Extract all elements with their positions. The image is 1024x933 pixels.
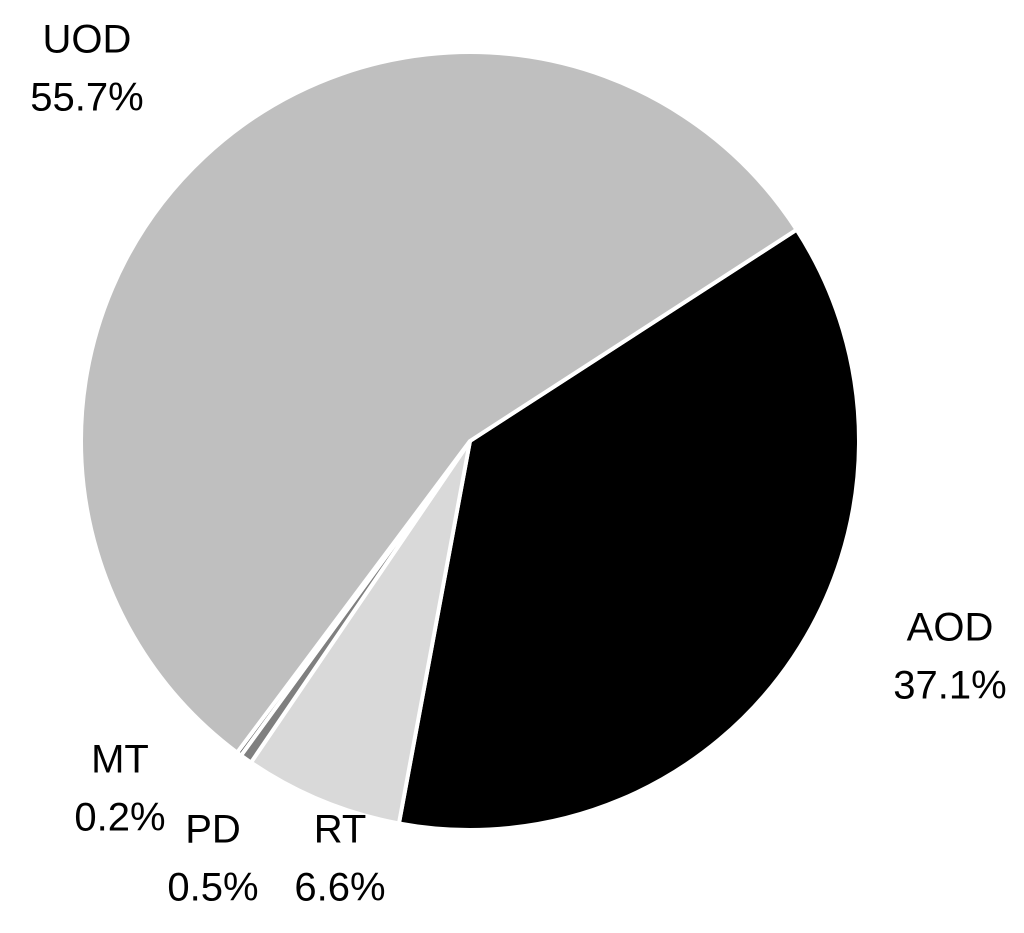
slice-value-label: 6.6% — [294, 866, 385, 910]
slice-value-label: 0.2% — [74, 796, 165, 840]
pie-slice — [79, 50, 799, 755]
pie-slice — [248, 439, 472, 826]
slice-label: RT — [314, 808, 367, 852]
slice-value-label: 0.5% — [167, 866, 258, 910]
slice-label: MT — [91, 738, 149, 782]
slice-label: PD — [185, 808, 241, 852]
slice-value-label: 37.1% — [893, 664, 1006, 708]
pie-slice — [396, 227, 861, 832]
slice-label: AOD — [907, 606, 994, 650]
slice-value-label: 55.7% — [30, 76, 143, 120]
slice-label: UOD — [43, 18, 132, 62]
